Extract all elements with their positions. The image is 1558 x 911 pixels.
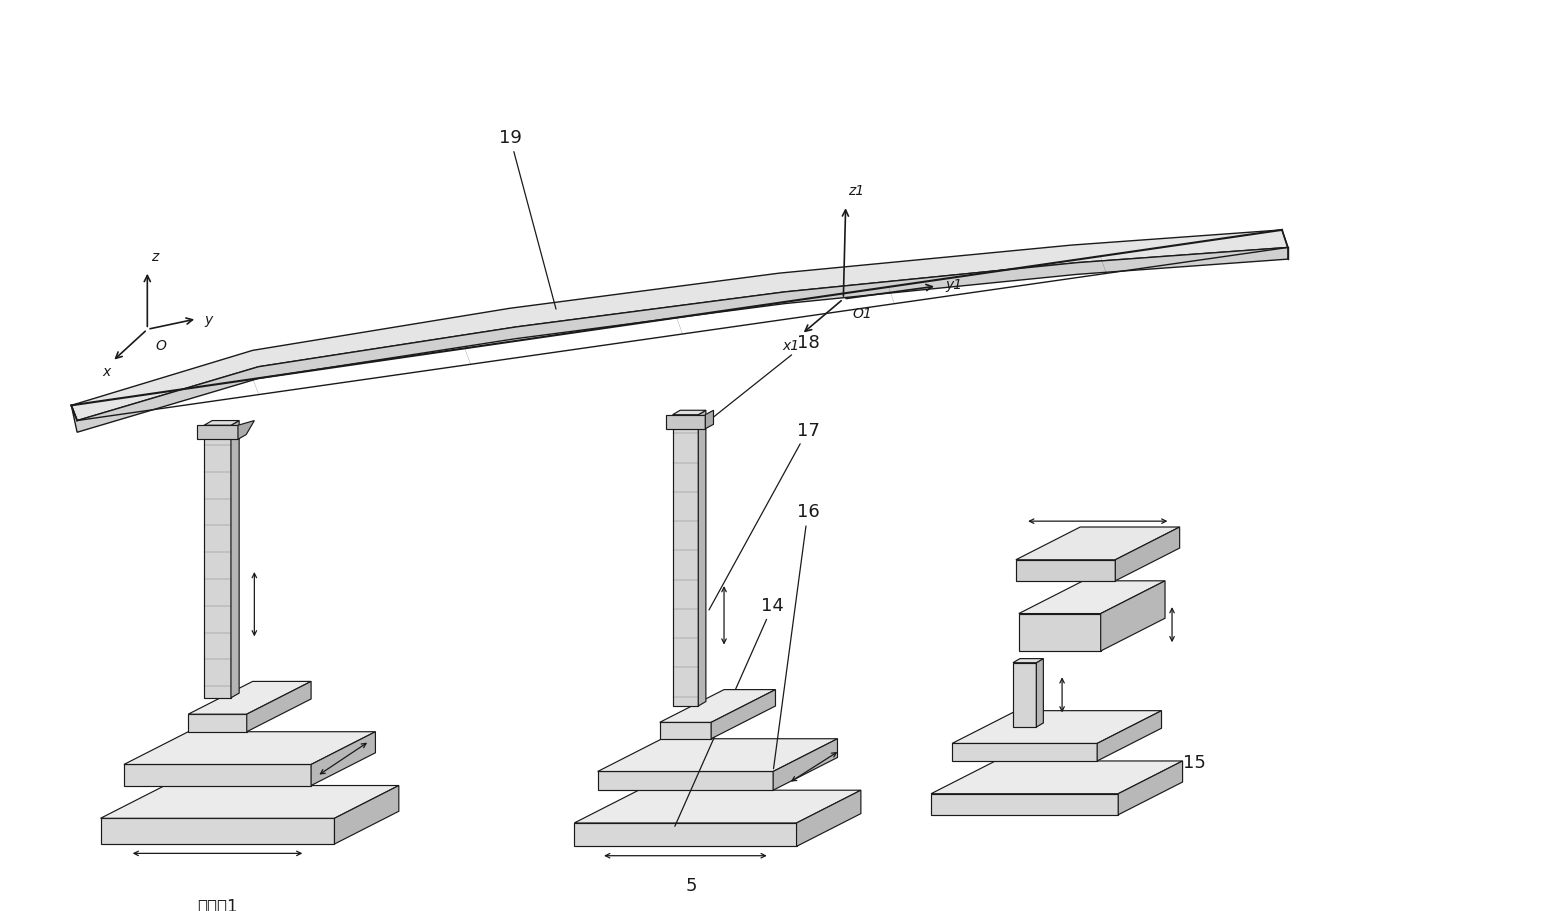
Text: y: y [204, 312, 212, 326]
Polygon shape [932, 793, 1119, 814]
Polygon shape [1016, 527, 1179, 560]
Polygon shape [312, 732, 375, 785]
Text: 5: 5 [686, 875, 696, 894]
Polygon shape [673, 411, 706, 415]
Polygon shape [598, 739, 838, 772]
Polygon shape [246, 681, 312, 732]
Polygon shape [1013, 663, 1036, 727]
Polygon shape [231, 421, 238, 698]
Polygon shape [189, 714, 246, 732]
Polygon shape [598, 772, 773, 791]
Polygon shape [773, 739, 838, 791]
Text: 18: 18 [710, 333, 820, 421]
Text: 19: 19 [499, 129, 556, 310]
Text: z1: z1 [848, 184, 865, 198]
Polygon shape [796, 791, 862, 846]
Polygon shape [101, 818, 335, 844]
Polygon shape [196, 425, 238, 440]
Polygon shape [189, 681, 312, 714]
Polygon shape [665, 415, 706, 429]
Polygon shape [952, 711, 1162, 743]
Polygon shape [1019, 581, 1165, 614]
Polygon shape [125, 732, 375, 764]
Text: 17: 17 [709, 421, 820, 610]
Polygon shape [575, 823, 796, 846]
Polygon shape [72, 230, 1288, 421]
Polygon shape [659, 722, 710, 739]
Polygon shape [659, 690, 776, 722]
Polygon shape [1013, 659, 1044, 663]
Text: y1: y1 [946, 277, 963, 292]
Polygon shape [125, 764, 312, 785]
Polygon shape [101, 785, 399, 818]
Polygon shape [204, 425, 231, 698]
Polygon shape [1036, 659, 1044, 727]
Text: 14: 14 [675, 597, 784, 826]
Text: 15: 15 [1183, 753, 1206, 772]
Text: x: x [103, 365, 111, 379]
Text: O1: O1 [852, 307, 872, 321]
Text: 定位全1: 定位全1 [198, 896, 238, 911]
Polygon shape [1097, 711, 1162, 761]
Polygon shape [204, 421, 238, 425]
Polygon shape [673, 415, 698, 706]
Polygon shape [1019, 614, 1100, 651]
Polygon shape [1100, 581, 1165, 651]
Text: z: z [151, 250, 157, 263]
Polygon shape [72, 248, 1288, 433]
Text: 16: 16 [773, 503, 820, 769]
Polygon shape [335, 785, 399, 844]
Polygon shape [1016, 560, 1116, 581]
Polygon shape [706, 411, 714, 429]
Polygon shape [1116, 527, 1179, 581]
Polygon shape [575, 791, 862, 823]
Polygon shape [1119, 761, 1183, 814]
Text: x1: x1 [782, 338, 799, 353]
Polygon shape [238, 421, 254, 440]
Polygon shape [932, 761, 1183, 793]
Polygon shape [698, 411, 706, 706]
Polygon shape [952, 743, 1097, 761]
Polygon shape [710, 690, 776, 739]
Text: O: O [156, 338, 167, 353]
